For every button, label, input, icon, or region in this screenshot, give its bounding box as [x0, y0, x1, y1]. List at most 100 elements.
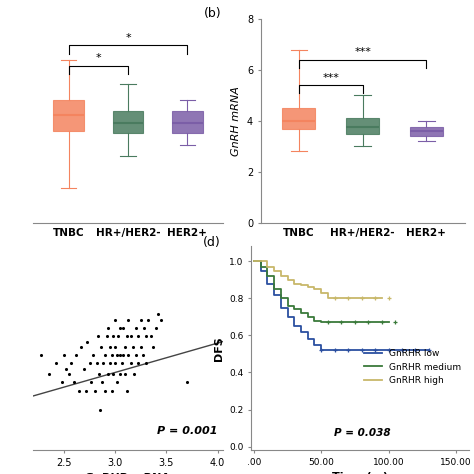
- Point: [81, 365, 88, 373]
- Point: [142, 360, 150, 367]
- GnRHR low: [372, 347, 378, 353]
- Point: [94, 332, 101, 340]
- Point: [109, 332, 117, 340]
- Point: [106, 343, 114, 351]
- Point: [119, 351, 127, 359]
- PathPatch shape: [283, 108, 316, 128]
- Point: [96, 406, 104, 413]
- Point: [134, 360, 142, 367]
- Point: [97, 343, 105, 351]
- Point: [99, 360, 107, 367]
- GnRHR medium: [372, 319, 378, 325]
- GnRHR medium: [386, 319, 392, 325]
- Point: [106, 360, 114, 367]
- Point: [95, 370, 102, 378]
- GnRHR medium: [258, 264, 264, 270]
- Point: [139, 351, 146, 359]
- PathPatch shape: [410, 127, 443, 136]
- Point: [149, 343, 157, 351]
- PathPatch shape: [112, 111, 143, 133]
- GnRHR high: [271, 268, 277, 273]
- GnRHR low: [419, 347, 425, 353]
- Point: [60, 351, 68, 359]
- GnRHR low: [399, 347, 405, 353]
- Point: [152, 324, 160, 332]
- Point: [108, 387, 116, 394]
- GnRHR low: [298, 329, 304, 335]
- GnRHR high: [359, 295, 365, 301]
- GnRHR medium: [271, 286, 277, 292]
- Point: [124, 387, 131, 394]
- Point: [122, 343, 129, 351]
- GnRHR high: [365, 295, 371, 301]
- GnRHR high: [338, 295, 344, 301]
- Point: [137, 343, 145, 351]
- Point: [157, 316, 165, 324]
- GnRHR medium: [325, 319, 331, 325]
- GnRHR high: [278, 273, 283, 279]
- Point: [101, 351, 109, 359]
- Point: [109, 370, 117, 378]
- Point: [86, 360, 93, 367]
- Point: [52, 360, 60, 367]
- GnRHR high: [311, 286, 317, 292]
- GnRHR high: [325, 295, 331, 301]
- Point: [144, 316, 152, 324]
- Point: [125, 351, 132, 359]
- Point: [132, 351, 139, 359]
- GnRHR high: [352, 295, 358, 301]
- Y-axis label: GnRH mRNA: GnRH mRNA: [231, 86, 241, 156]
- GnRHR low: [319, 347, 324, 353]
- Point: [103, 332, 111, 340]
- Point: [119, 324, 127, 332]
- Point: [82, 387, 90, 394]
- GnRHR low: [325, 347, 331, 353]
- Point: [89, 351, 96, 359]
- GnRHR medium: [338, 319, 344, 325]
- Point: [130, 370, 137, 378]
- Text: ***: ***: [354, 47, 371, 57]
- Point: [114, 332, 122, 340]
- Point: [70, 379, 78, 386]
- Point: [129, 343, 137, 351]
- Line: GnRHR low: GnRHR low: [254, 261, 429, 350]
- Point: [137, 316, 145, 324]
- GnRHR high: [345, 295, 351, 301]
- GnRHR high: [379, 295, 384, 301]
- GnRHR low: [332, 347, 337, 353]
- GnRHR high: [258, 258, 264, 264]
- GnRHR high: [292, 281, 297, 286]
- Point: [37, 351, 45, 359]
- GnRHR low: [258, 268, 264, 273]
- GnRHR low: [285, 314, 291, 320]
- Point: [111, 316, 119, 324]
- GnRHR medium: [298, 310, 304, 316]
- GnRHR medium: [332, 319, 337, 325]
- GnRHR high: [285, 277, 291, 283]
- GnRHR low: [406, 347, 411, 353]
- Text: ***: ***: [322, 73, 339, 83]
- GnRHR low: [338, 347, 344, 353]
- Point: [73, 351, 80, 359]
- GnRHR low: [264, 281, 270, 286]
- GnRHR medium: [264, 273, 270, 279]
- Point: [98, 379, 106, 386]
- GnRHR high: [264, 264, 270, 270]
- Text: P = 0.001: P = 0.001: [156, 426, 217, 436]
- Point: [147, 332, 155, 340]
- GnRHR high: [298, 283, 304, 288]
- Point: [142, 332, 150, 340]
- Text: *: *: [125, 33, 131, 43]
- Point: [78, 343, 85, 351]
- GnRHR medium: [292, 307, 297, 312]
- Point: [111, 360, 119, 367]
- Point: [132, 324, 139, 332]
- GnRHR medium: [365, 319, 371, 325]
- Y-axis label: DFS: DFS: [214, 336, 224, 361]
- GnRHR low: [359, 347, 365, 353]
- Point: [127, 360, 134, 367]
- Point: [67, 360, 75, 367]
- Point: [124, 332, 131, 340]
- Point: [84, 338, 91, 346]
- Point: [117, 370, 124, 378]
